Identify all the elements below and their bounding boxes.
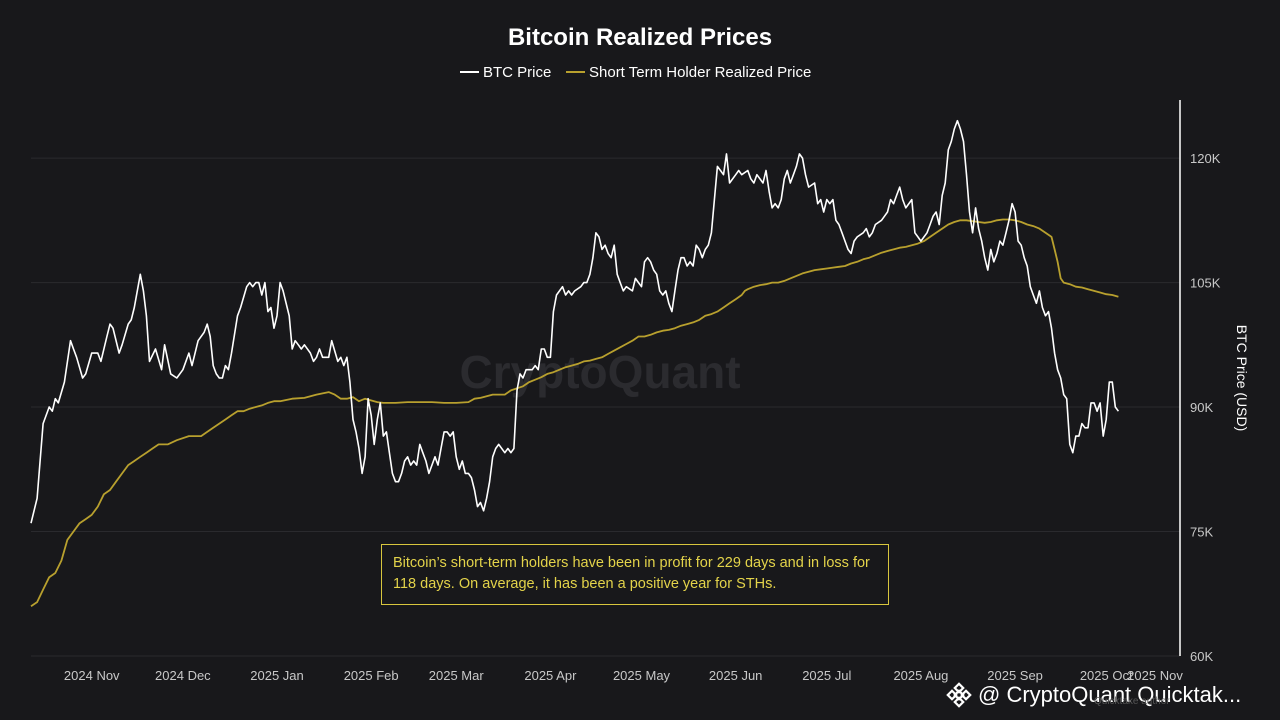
x-tick-9: 2025 Aug <box>893 668 948 683</box>
y-axis-label: BTC Price (USD) <box>1234 325 1250 432</box>
y-tick-labels: 60K 75K 90K 105K 120K <box>1190 151 1221 664</box>
y-tick-2: 90K <box>1190 400 1213 415</box>
series <box>30 119 1120 607</box>
x-tick-8: 2025 Jul <box>802 668 851 683</box>
x-tick-6: 2025 May <box>613 668 671 683</box>
legend-label-btc: BTC Price <box>483 64 551 81</box>
x-tick-4: 2025 Mar <box>429 668 485 683</box>
y-tick-4: 120K <box>1190 151 1221 166</box>
x-tick-7: 2025 Jun <box>709 668 763 683</box>
y-tick-3: 105K <box>1190 276 1221 291</box>
x-tick-labels: 2024 Nov 2024 Dec 2025 Jan 2025 Feb 2025 Mar… <box>64 668 1183 683</box>
y-tick-0: 60K <box>1190 649 1213 664</box>
x-tick-1: 2024 Dec <box>155 668 211 683</box>
series-line-btc-price <box>30 119 1120 524</box>
series-line-sth-realized-price <box>30 218 1119 607</box>
x-tick-11: 2025 Oct <box>1080 668 1133 683</box>
x-tick-10: 2025 Sep <box>987 668 1043 683</box>
binance-logo-icon <box>946 682 972 708</box>
x-tick-2: 2025 Jan <box>250 668 304 683</box>
legend: BTC Price Short Term Holder Realized Pri… <box>460 64 811 81</box>
gridlines <box>31 157 1180 657</box>
credit-subtext: Quicktake author <box>1094 696 1170 707</box>
x-tick-0: 2024 Nov <box>64 668 120 683</box>
legend-label-sth: Short Term Holder Realized Price <box>589 64 811 81</box>
y-tick-1: 75K <box>1190 525 1213 540</box>
credit-text: @ CryptoQuant Quicktak... <box>978 682 1242 707</box>
chart-title: Bitcoin Realized Prices <box>508 24 772 51</box>
x-tick-3: 2025 Feb <box>344 668 399 683</box>
annotation-box: Bitcoin’s short-term holders have been i… <box>381 544 889 605</box>
credit: @ CryptoQuant Quicktak... Quicktake auth… <box>946 678 1241 712</box>
watermark: CryptoQuant <box>459 346 740 398</box>
x-tick-5: 2025 Apr <box>524 668 577 683</box>
x-tick-12: 2025 Nov <box>1127 668 1183 683</box>
